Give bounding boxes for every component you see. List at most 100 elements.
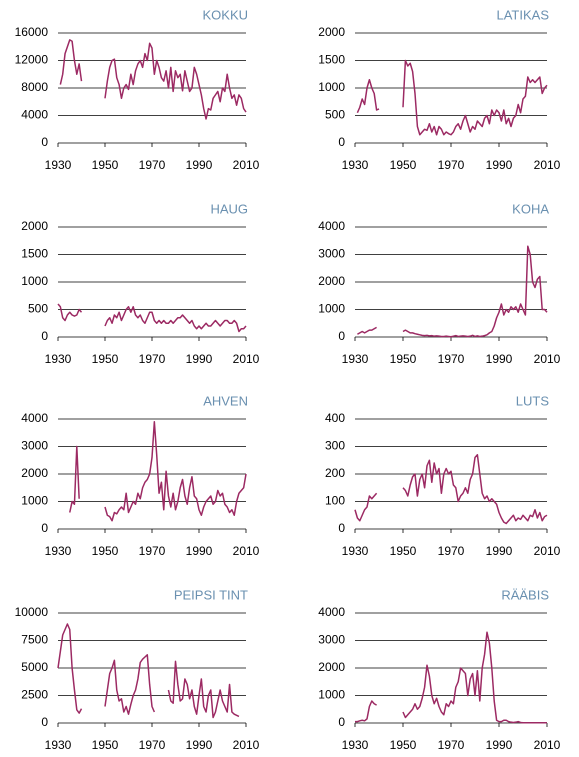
y-tick-label: 1500 bbox=[21, 247, 48, 261]
x-tick-label: 1970 bbox=[438, 544, 465, 558]
data-line bbox=[57, 623, 240, 719]
x-tick-label: 1990 bbox=[486, 158, 513, 172]
x-tick-label: 1990 bbox=[186, 738, 213, 752]
y-tick-label: 4000 bbox=[318, 605, 345, 619]
x-tick-label: 1970 bbox=[139, 158, 166, 172]
x-tick-label: 1950 bbox=[390, 352, 417, 366]
y-tick-label: 2000 bbox=[318, 274, 345, 288]
y-tick-label: 100 bbox=[325, 494, 345, 508]
y-tick-label: 0 bbox=[338, 521, 345, 535]
y-tick-label: 5000 bbox=[21, 660, 48, 674]
x-tick-label: 2010 bbox=[534, 738, 561, 752]
x-tick-label: 1950 bbox=[390, 738, 417, 752]
y-tick-label: 0 bbox=[338, 135, 345, 149]
y-tick-label: 2500 bbox=[21, 688, 48, 702]
y-tick-label: 4000 bbox=[318, 219, 345, 233]
x-tick-label: 2010 bbox=[233, 544, 260, 558]
x-tick-label: 2010 bbox=[233, 158, 260, 172]
panel: LATIKAS 0 500 1000 1500 2000 1930 1950 1970 1990 2… bbox=[318, 7, 560, 172]
chart-title: KOKKU bbox=[202, 7, 248, 22]
y-tick-label: 3000 bbox=[318, 247, 345, 261]
chart-title: PEIPSI TINT bbox=[174, 587, 248, 602]
y-tick-label: 300 bbox=[325, 439, 345, 453]
panel: PEIPSI TINT 0 2500 5000 7500 10000 1930 1950 197… bbox=[15, 587, 260, 752]
panel: AHVEN 0 1000 2000 3000 4000 1930 1950 1970 1990 20… bbox=[21, 393, 259, 558]
y-tick-label: 2000 bbox=[21, 219, 48, 233]
x-tick-label: 1950 bbox=[390, 544, 417, 558]
chart-title: LUTS bbox=[516, 393, 550, 408]
y-tick-label: 1000 bbox=[318, 302, 345, 316]
panel: HAUG 0 500 1000 1500 2000 1930 1950 1970 1990 2010 bbox=[21, 201, 259, 366]
x-tick-label: 1930 bbox=[342, 158, 369, 172]
y-tick-label: 3000 bbox=[21, 439, 48, 453]
chart-title: LATIKAS bbox=[496, 7, 549, 22]
x-tick-label: 1990 bbox=[486, 738, 513, 752]
x-tick-label: 1930 bbox=[45, 158, 72, 172]
y-tick-label: 2000 bbox=[21, 466, 48, 480]
x-tick-label: 2010 bbox=[233, 352, 260, 366]
y-tick-label: 12000 bbox=[15, 53, 49, 67]
y-tick-label: 0 bbox=[41, 135, 48, 149]
y-tick-label: 0 bbox=[41, 329, 48, 343]
y-tick-label: 7500 bbox=[21, 633, 48, 647]
x-tick-label: 1970 bbox=[438, 738, 465, 752]
y-tick-label: 400 bbox=[325, 411, 345, 425]
y-tick-label: 1000 bbox=[318, 80, 345, 94]
x-tick-label: 1930 bbox=[45, 544, 72, 558]
data-line bbox=[356, 59, 548, 136]
chart-title: KOHA bbox=[512, 201, 549, 216]
y-tick-label: 500 bbox=[325, 108, 345, 122]
x-tick-label: 1970 bbox=[139, 738, 166, 752]
x-tick-label: 1970 bbox=[139, 544, 166, 558]
data-line bbox=[354, 454, 548, 525]
chart-title: RÄÄBIS bbox=[501, 587, 549, 602]
x-tick-label: 2010 bbox=[534, 158, 561, 172]
chart-title: HAUG bbox=[210, 201, 248, 216]
y-tick-label: 1000 bbox=[21, 274, 48, 288]
data-line bbox=[57, 303, 247, 333]
panel: KOHA 0 1000 2000 3000 4000 1930 1950 1970 1990 201… bbox=[318, 201, 560, 366]
y-tick-label: 2000 bbox=[318, 25, 345, 39]
x-tick-label: 1950 bbox=[92, 544, 119, 558]
y-tick-label: 3000 bbox=[318, 633, 345, 647]
data-line bbox=[69, 421, 247, 522]
y-tick-label: 10000 bbox=[15, 605, 49, 619]
x-tick-label: 1970 bbox=[139, 352, 166, 366]
x-tick-label: 1950 bbox=[92, 158, 119, 172]
data-line bbox=[355, 631, 547, 724]
y-tick-label: 4000 bbox=[21, 411, 48, 425]
chart-title: AHVEN bbox=[203, 393, 248, 408]
panel: LUTS 0 100 200 300 400 1930 1950 1970 1990 2010 bbox=[325, 393, 561, 558]
y-tick-label: 8000 bbox=[21, 80, 48, 94]
x-tick-label: 2010 bbox=[534, 544, 561, 558]
y-tick-label: 2000 bbox=[318, 660, 345, 674]
x-tick-label: 1950 bbox=[92, 352, 119, 366]
y-tick-label: 1500 bbox=[318, 53, 345, 67]
x-tick-label: 1990 bbox=[186, 158, 213, 172]
y-tick-label: 0 bbox=[41, 521, 48, 535]
x-tick-label: 1990 bbox=[186, 352, 213, 366]
y-tick-label: 1000 bbox=[21, 494, 48, 508]
x-tick-label: 1950 bbox=[92, 738, 119, 752]
y-tick-label: 4000 bbox=[21, 108, 48, 122]
x-tick-label: 1970 bbox=[438, 158, 465, 172]
y-tick-label: 16000 bbox=[15, 25, 49, 39]
x-tick-label: 1930 bbox=[45, 738, 72, 752]
y-tick-label: 200 bbox=[325, 466, 345, 480]
y-tick-label: 0 bbox=[338, 715, 345, 729]
x-tick-label: 1990 bbox=[486, 352, 513, 366]
panel: RÄÄBIS 0 1000 2000 3000 4000 1930 1950 1970 1990 2… bbox=[318, 587, 560, 752]
x-tick-label: 1990 bbox=[186, 544, 213, 558]
x-tick-label: 2010 bbox=[534, 352, 561, 366]
x-tick-label: 1970 bbox=[438, 352, 465, 366]
data-line bbox=[357, 245, 548, 338]
data-line bbox=[59, 39, 247, 120]
y-tick-label: 500 bbox=[28, 302, 48, 316]
x-tick-label: 1930 bbox=[342, 738, 369, 752]
x-tick-label: 1950 bbox=[390, 158, 417, 172]
panel: KOKKU 0 4000 8000 12000 16000 1930 1950 1970 1990… bbox=[15, 7, 260, 172]
y-tick-label: 0 bbox=[338, 329, 345, 343]
x-tick-label: 2010 bbox=[233, 738, 260, 752]
x-tick-label: 1930 bbox=[342, 352, 369, 366]
